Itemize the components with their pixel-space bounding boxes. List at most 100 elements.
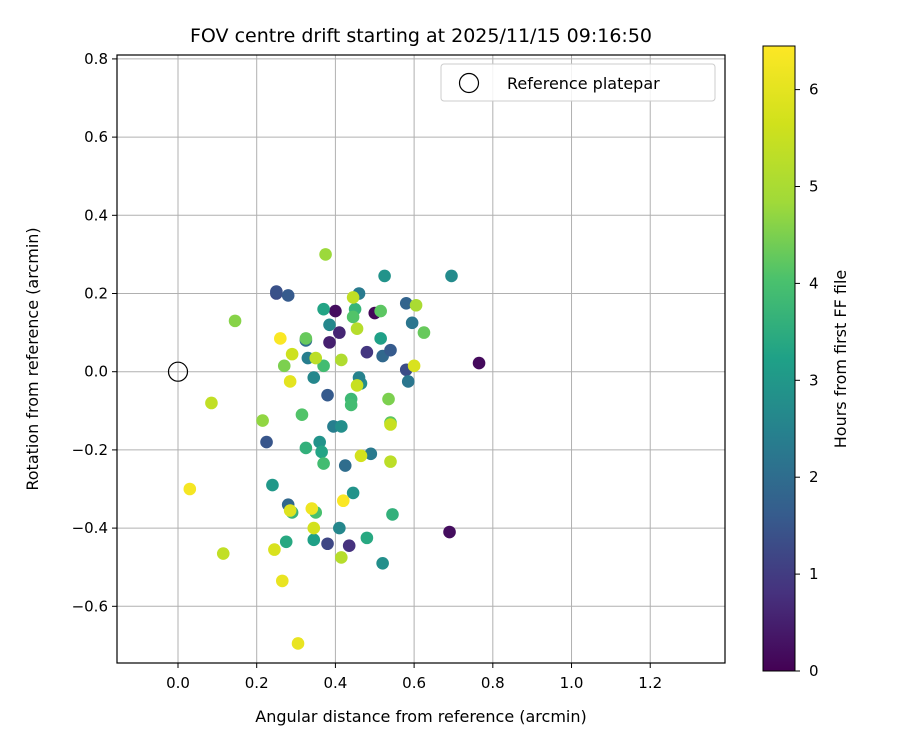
data-point	[335, 551, 348, 564]
data-point	[443, 525, 456, 539]
colorbar: 0 1 2 3 4 5 6 Hours from first FF file	[762, 45, 850, 680]
colorbar-ticks: 0 1 2 3 4 5 6	[795, 81, 819, 680]
data-point	[386, 508, 399, 521]
y-tick-label: 0.6	[84, 128, 108, 146]
y-tick-label: 0.4	[84, 206, 108, 224]
data-point	[384, 418, 397, 431]
data-point	[307, 371, 321, 384]
legend: Reference platepar	[440, 63, 716, 102]
data-point	[360, 531, 374, 545]
legend-label: Reference platepar	[507, 74, 660, 93]
y-tick-label: 0.8	[84, 50, 108, 68]
data-point	[291, 637, 305, 650]
data-point	[205, 396, 218, 410]
x-tick-label: 0.4	[323, 674, 347, 692]
data-point	[279, 535, 293, 549]
data-point	[270, 285, 283, 298]
data-point	[342, 539, 356, 553]
y-tick-label: −0.4	[72, 519, 108, 537]
data-point	[329, 304, 342, 318]
reference-point-marker	[167, 361, 189, 382]
data-point	[323, 336, 336, 349]
x-axis-ticks: 0.0 0.2 0.4 0.6 0.8 1.0 1.2	[166, 663, 662, 692]
data-point	[305, 502, 319, 515]
data-point	[299, 441, 313, 455]
data-point	[374, 304, 387, 318]
x-tick-label: 0.8	[481, 674, 505, 692]
data-point	[472, 356, 486, 370]
colorbar-tick-label: 0	[809, 662, 819, 680]
data-point	[346, 486, 360, 500]
data-point	[283, 504, 297, 517]
data-point	[376, 556, 389, 570]
data-point	[350, 322, 364, 335]
data-point	[336, 494, 350, 508]
data-point	[374, 332, 387, 345]
data-point	[333, 326, 346, 339]
data-point	[382, 392, 395, 406]
data-point	[260, 435, 273, 449]
data-point	[323, 318, 336, 332]
data-point	[285, 347, 299, 361]
colorbar-tick-label: 1	[809, 565, 819, 583]
legend-box	[440, 63, 716, 102]
x-tick-label: 1.0	[560, 674, 584, 692]
y-tick-label: 0.0	[84, 363, 108, 381]
data-point	[364, 447, 378, 461]
data-point	[335, 420, 348, 433]
data-point	[275, 574, 289, 588]
data-point	[346, 310, 360, 324]
x-axis-label: Angular distance from reference (arcmin)	[255, 707, 586, 726]
data-point	[256, 414, 269, 427]
data-point	[313, 435, 326, 449]
data-point	[299, 332, 313, 345]
data-point	[266, 478, 279, 492]
data-point	[307, 533, 321, 547]
data-point	[445, 269, 458, 283]
data-point	[315, 445, 328, 459]
legend-marker-icon	[458, 72, 480, 94]
x-tick-label: 1.2	[638, 674, 662, 692]
data-point	[321, 388, 334, 402]
data-point	[378, 269, 391, 283]
x-tick-label: 0.6	[402, 674, 426, 692]
data-point	[295, 408, 309, 422]
y-axis-ticks: −0.6 −0.4 −0.2 0.0 0.2 0.4 0.6 0.8	[72, 50, 117, 615]
data-point	[183, 482, 197, 496]
data-point	[321, 537, 334, 551]
data-point	[274, 332, 287, 345]
data-point	[216, 547, 230, 560]
data-points	[183, 248, 486, 650]
data-point	[307, 521, 321, 535]
data-point	[309, 351, 323, 365]
plot-frame	[116, 54, 726, 664]
data-point	[409, 298, 423, 312]
data-point	[338, 459, 352, 472]
data-point	[384, 343, 397, 357]
data-point	[335, 353, 348, 367]
colorbar-tick-label: 2	[809, 468, 819, 486]
reference-marker-group	[167, 361, 189, 382]
data-point	[407, 359, 421, 373]
data-point	[317, 302, 330, 316]
data-point	[405, 316, 419, 330]
data-point	[344, 398, 358, 412]
data-point	[399, 296, 413, 310]
colorbar-gradient	[762, 45, 796, 672]
colorbar-tick-label: 6	[809, 81, 819, 99]
colorbar-label: Hours from first FF file	[831, 270, 850, 449]
colorbar-tick-label: 4	[809, 274, 819, 292]
data-point	[281, 289, 295, 302]
chart-title: FOV centre drift starting at 2025/11/15 …	[190, 25, 652, 47]
x-tick-label: 0.2	[245, 674, 269, 692]
y-tick-label: 0.2	[84, 285, 108, 303]
data-point	[384, 455, 397, 468]
data-point	[417, 326, 431, 339]
data-point	[283, 375, 297, 388]
data-point	[350, 379, 364, 392]
data-point	[333, 521, 346, 535]
y-tick-label: −0.2	[72, 441, 108, 459]
data-point	[317, 359, 330, 373]
data-point	[277, 359, 291, 373]
